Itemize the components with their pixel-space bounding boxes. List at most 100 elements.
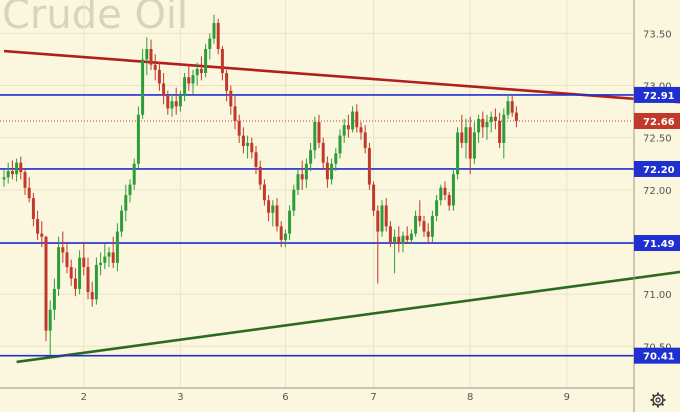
candle-body <box>360 127 363 132</box>
candle-body <box>372 185 375 211</box>
support-trendline <box>17 251 680 362</box>
candle-body <box>322 143 325 163</box>
candle-body <box>154 65 157 70</box>
candle-body <box>158 70 161 84</box>
candle-body <box>414 216 417 234</box>
candle-body <box>120 211 123 232</box>
candle-body <box>385 205 388 226</box>
candle-body <box>494 117 497 121</box>
candle-body <box>187 77 190 83</box>
resistance-trendline <box>4 51 680 114</box>
x-tick-label: 7 <box>370 392 376 403</box>
candle-body <box>99 263 102 265</box>
gear-icon[interactable] <box>650 392 666 408</box>
candle-body <box>444 188 447 195</box>
level-price-label: 70.41 <box>643 352 675 363</box>
candle-body <box>410 234 413 240</box>
candle-body <box>66 252 69 267</box>
x-tick-label: 9 <box>564 392 570 403</box>
candle-body <box>389 226 392 242</box>
candle-body <box>263 185 266 201</box>
candle-body <box>288 211 291 234</box>
candle-body <box>208 39 211 49</box>
candle-body <box>465 127 468 143</box>
candle-body <box>481 119 484 127</box>
candle-body <box>502 115 505 143</box>
candle-body <box>280 226 283 240</box>
y-tick-label: 72.00 <box>643 186 672 197</box>
candle-body <box>427 232 430 237</box>
candle-body <box>511 101 514 112</box>
candle-body <box>234 106 237 121</box>
candle-body <box>507 101 510 115</box>
candle-body <box>368 148 371 185</box>
candle-body <box>406 236 409 240</box>
candle-body <box>74 278 77 288</box>
candle-body <box>381 205 384 231</box>
candle-body <box>313 122 316 150</box>
candle-body <box>326 163 329 180</box>
last-price-label: 72.66 <box>643 117 675 128</box>
candle-body <box>200 69 203 73</box>
candle-body <box>339 136 342 154</box>
candle-body <box>179 96 182 106</box>
candle-body <box>45 237 48 331</box>
candle-body <box>217 23 220 49</box>
candle-body <box>7 171 10 177</box>
level-price-label: 72.20 <box>643 165 675 176</box>
candle-body <box>103 257 106 263</box>
candle-body <box>469 127 472 158</box>
candle-body <box>95 265 98 299</box>
level-price-label: 72.91 <box>643 91 675 102</box>
candle-body <box>309 150 312 164</box>
candle-body <box>242 136 245 146</box>
candle-body <box>431 216 434 237</box>
candle-body <box>351 112 354 130</box>
candle-body <box>108 252 111 256</box>
candle-body <box>53 289 56 310</box>
candle-body <box>150 49 153 65</box>
candle-body <box>250 143 253 152</box>
candle-body <box>334 153 337 163</box>
candle-body <box>498 121 501 143</box>
candle-body <box>229 91 232 107</box>
candle-body <box>192 75 195 83</box>
candle-body <box>24 172 27 188</box>
candle-body <box>297 174 300 190</box>
candle-body <box>145 49 148 59</box>
candle-body <box>78 258 81 289</box>
candle-body <box>82 258 85 267</box>
candle-body <box>376 211 379 232</box>
candle-body <box>486 122 489 127</box>
candle-body <box>129 185 132 195</box>
candle-body <box>183 77 186 96</box>
candle-body <box>238 121 241 136</box>
candle-body <box>3 177 6 179</box>
candle-body <box>301 174 304 179</box>
candle-body <box>452 174 455 205</box>
candle-body <box>162 83 165 96</box>
candle-body <box>124 195 127 211</box>
y-tick-label: 71.00 <box>643 290 672 301</box>
candle-body <box>225 73 228 91</box>
candle-body <box>343 125 346 135</box>
candle-body <box>61 247 64 252</box>
candle-body <box>435 200 438 216</box>
candle-body <box>347 125 350 129</box>
candle-body <box>36 219 39 234</box>
candle-body <box>133 164 136 185</box>
level-lines <box>0 95 634 356</box>
candle-body <box>28 188 31 198</box>
candle-body <box>271 205 274 212</box>
candle-body <box>116 232 119 263</box>
candle-body <box>246 143 249 146</box>
candle-body <box>284 234 287 240</box>
candle-body <box>57 247 60 289</box>
candle-body <box>456 132 459 174</box>
candle-body <box>292 190 295 211</box>
candle-body <box>402 236 405 244</box>
candle-body <box>11 171 14 174</box>
candle-body <box>473 132 476 158</box>
candle-body <box>70 267 73 278</box>
